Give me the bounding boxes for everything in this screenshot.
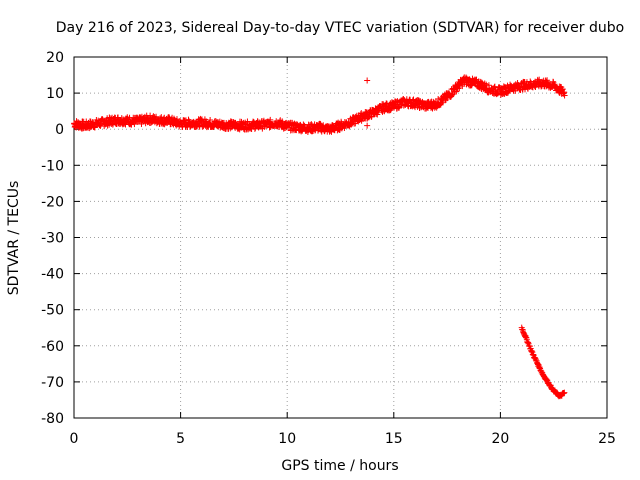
grid xyxy=(74,57,607,418)
data-point xyxy=(364,122,371,129)
data-point xyxy=(138,120,145,127)
y-tick-label: -50 xyxy=(41,303,64,319)
y-tick-label: 20 xyxy=(46,50,64,66)
axis-ticks: 0 5 10 15 20 25 20 10 0 -10 -20 -30 -40 -50 -60 -70 -80 xyxy=(41,50,616,447)
y-tick-label: -20 xyxy=(41,194,64,210)
data-point xyxy=(438,100,445,107)
x-tick-label: 5 xyxy=(176,431,185,447)
y-tick-label: -60 xyxy=(41,339,64,355)
data-point xyxy=(481,80,488,87)
data-point xyxy=(561,389,568,396)
y-tick-label: -80 xyxy=(41,411,64,427)
x-tick-label: 15 xyxy=(385,431,403,447)
data-point xyxy=(387,106,394,113)
y-tick-label: -10 xyxy=(41,158,64,174)
data-point xyxy=(267,116,274,123)
y-tick-label: -40 xyxy=(41,267,64,283)
x-tick-label: 0 xyxy=(70,431,79,447)
data-point xyxy=(335,119,342,126)
data-point xyxy=(561,92,568,99)
data-point xyxy=(491,83,498,90)
data-point xyxy=(459,83,466,90)
y-tick-label: 0 xyxy=(55,122,64,138)
x-tick-label: 25 xyxy=(598,431,616,447)
x-axis-label: GPS time / hours xyxy=(281,458,398,474)
x-tick-label: 20 xyxy=(491,431,509,447)
data-point xyxy=(364,77,371,84)
data-series-sdtvar xyxy=(71,74,568,400)
data-point xyxy=(435,96,442,103)
y-tick-label: -70 xyxy=(41,375,64,391)
data-point xyxy=(512,87,519,94)
y-tick-label: -30 xyxy=(41,231,64,247)
y-tick-label: 10 xyxy=(46,86,64,102)
chart-title: Day 216 of 2023, Sidereal Day-to-day VTE… xyxy=(56,20,624,36)
data-point xyxy=(266,124,273,131)
x-tick-label: 10 xyxy=(278,431,296,447)
y-axis-label: SDTVAR / TECUs xyxy=(6,181,22,296)
data-point xyxy=(207,116,214,123)
plot-frame xyxy=(73,56,608,419)
